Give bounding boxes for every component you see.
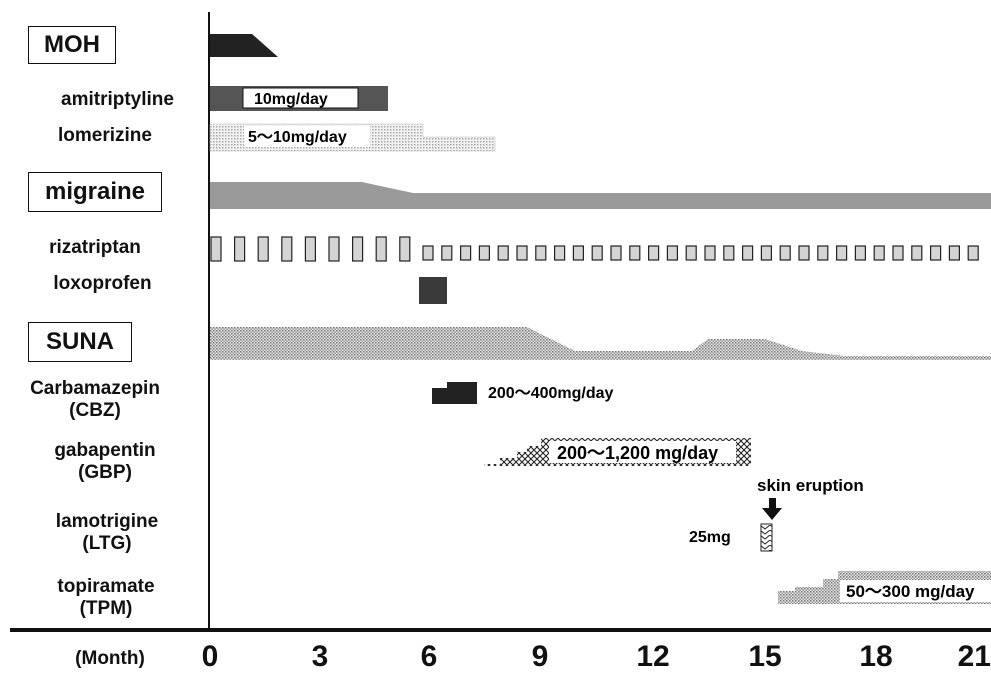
rizatriptan-pill-20 (629, 245, 641, 261)
rizatriptan-pill-21 (647, 245, 660, 261)
topiramate-name: topiramate (57, 576, 155, 597)
amitriptyline-dose-box (242, 87, 359, 109)
rizatriptan-pill-19 (610, 245, 622, 261)
rizatriptan-pill-0 (210, 236, 222, 262)
moh-bar (210, 34, 278, 57)
amitriptyline-label: amitriptyline (61, 89, 174, 110)
rizatriptan-pill-12 (478, 245, 490, 261)
rizatriptan-pill-16 (553, 245, 566, 261)
rizatriptan-pill-32 (854, 245, 867, 261)
topiramate-dose-box (840, 580, 991, 602)
rizatriptan-pill-37 (948, 245, 961, 261)
suna-section-text: SUNA (45, 328, 114, 355)
rizatriptan-pill-18 (591, 245, 603, 261)
lamotrigine-dose-text: 25mg (689, 529, 731, 546)
rizatriptan-label: rizatriptan (49, 237, 141, 258)
suna-band (210, 327, 991, 360)
rizatriptan-pill-27 (760, 245, 773, 261)
lamotrigine-bar (760, 523, 773, 552)
axis-tick-3: 3 (311, 640, 329, 673)
loxoprofen-label: loxoprofen (53, 273, 152, 294)
rizatriptan-pill-29 (798, 245, 810, 261)
rizatriptan-pill-1 (234, 236, 246, 262)
rizatriptan-pill-7 (375, 236, 387, 262)
rizatriptan-pill-28 (779, 245, 791, 261)
moh-section-text: MOH (44, 31, 100, 58)
rizatriptan-pill-36 (929, 245, 942, 261)
gabapentin-abbr: (GBP) (78, 462, 132, 483)
rizatriptan-pill-17 (572, 245, 585, 261)
rizatriptan-pill-4 (304, 236, 316, 262)
lomerizine-dose-text: 5～10mg/day (248, 129, 347, 146)
rizatriptan-pill-30 (817, 245, 829, 261)
skin-eruption-arrow-icon (762, 498, 782, 520)
rizatriptan-pill-24 (704, 245, 716, 261)
gabapentin-label: gabapentin (GBP) (45, 440, 165, 484)
migraine-band (210, 182, 991, 209)
rizatriptan-pill-13 (497, 245, 509, 261)
axis-tick-9: 9 (531, 640, 549, 673)
gabapentin-dose-box (549, 441, 736, 463)
topiramate-label: topiramate (TPM) (45, 576, 167, 620)
amitriptyline-dose-text: 10mg/day (254, 91, 328, 108)
axis-tick-12: 12 (636, 640, 670, 673)
lamotrigine-abbr: (LTG) (82, 533, 132, 554)
topiramate-dose-text: 50～300 mg/day (846, 582, 975, 601)
rizatriptan-pill-8 (399, 236, 411, 262)
rizatriptan-pill-23 (685, 245, 697, 261)
rizatriptan-pills (210, 236, 979, 262)
migraine-section-text: migraine (44, 178, 146, 205)
axis-tick-21: 21 (957, 640, 991, 673)
rizatriptan-pill-10 (441, 245, 453, 261)
suna-section-label: SUNA (28, 322, 132, 362)
rizatriptan-pill-15 (535, 245, 547, 261)
rizatriptan-pill-11 (460, 245, 472, 261)
rizatriptan-pill-31 (835, 245, 848, 261)
rizatriptan-pill-5 (328, 236, 340, 262)
rizatriptan-pill-33 (873, 245, 885, 261)
gabapentin-name: gabapentin (54, 440, 156, 461)
lamotrigine-label: lamotrigine (LTG) (42, 511, 172, 555)
rizatriptan-pill-9 (422, 245, 434, 261)
migraine-section-label: migraine (28, 172, 162, 212)
loxoprofen-bar (419, 277, 447, 304)
rizatriptan-pill-2 (257, 236, 269, 262)
rizatriptan-pill-38 (967, 245, 979, 261)
carbamazepin-label: Carbamazepin (CBZ) (30, 378, 160, 422)
lomerizine-label: lomerizine (58, 125, 152, 146)
rizatriptan-pill-14 (516, 245, 528, 261)
lomerizine-dose-box (244, 126, 370, 147)
rizatriptan-pill-26 (741, 245, 754, 261)
month-unit-label: (Month) (75, 648, 145, 669)
rizatriptan-pill-25 (723, 245, 735, 261)
axis-tick-18: 18 (859, 640, 893, 673)
rizatriptan-pill-22 (666, 245, 679, 261)
carbamazepin-abbr: (CBZ) (69, 400, 121, 421)
rizatriptan-pill-3 (281, 236, 293, 262)
axis-tick-0: 0 (201, 640, 219, 673)
carbamazepin-dose-text: 200～400mg/day (488, 385, 614, 402)
gabapentin-dose-text: 200～1,200 mg/day (557, 443, 718, 463)
rizatriptan-pill-6 (352, 236, 364, 262)
lamotrigine-name: lamotrigine (55, 511, 159, 532)
skin-eruption-annotation: skin eruption (757, 476, 864, 495)
rizatriptan-pill-35 (911, 245, 923, 261)
carbamazepin-name: Carbamazepin (30, 378, 160, 399)
carbamazepin-bar (432, 382, 477, 404)
axis-tick-15: 15 (748, 640, 782, 673)
topiramate-abbr: (TPM) (79, 598, 133, 619)
rizatriptan-pill-34 (892, 245, 904, 261)
moh-section-label: MOH (28, 26, 116, 64)
axis-tick-6: 6 (420, 640, 438, 673)
